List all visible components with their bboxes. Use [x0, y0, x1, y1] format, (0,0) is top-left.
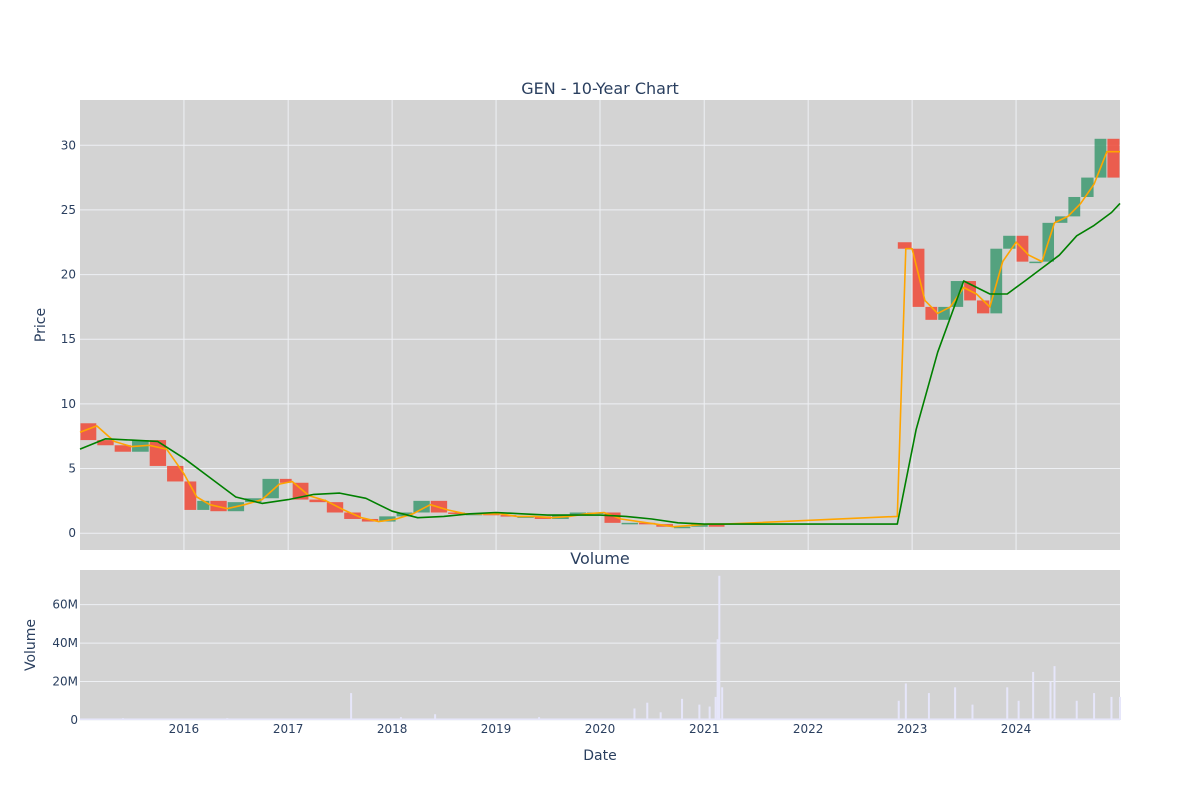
price-candle: [1107, 138, 1120, 178]
volume-bar: [633, 708, 636, 720]
price-candle: [279, 478, 292, 483]
volume-bar: [716, 639, 719, 720]
volume-bar: [927, 693, 930, 720]
volume-bar: [1110, 696, 1113, 720]
price-candle: [309, 499, 326, 503]
price-candle: [938, 306, 950, 320]
price-candle: [621, 522, 638, 525]
volume-y-tick-label: 40M: [52, 636, 78, 650]
volume-bar: [1032, 671, 1035, 720]
price-candle: [149, 440, 167, 466]
price-y-tick-label: 10: [61, 397, 76, 411]
volume-bar: [1049, 681, 1052, 720]
price-candle: [114, 445, 132, 452]
price-candle: [448, 512, 465, 514]
volume-x-tick-label: 2019: [481, 722, 512, 736]
volume-bar: [708, 706, 711, 720]
volume-bar: [897, 700, 900, 720]
volume-bars: [80, 575, 1121, 720]
volume-bar: [681, 698, 684, 720]
volume-bar: [698, 704, 701, 720]
volume-x-tick-label: 2020: [585, 722, 616, 736]
price-moving-averages: [79, 150, 1121, 528]
price-y-tick-label: 0: [68, 526, 76, 540]
volume-bar: [226, 718, 229, 720]
volume-bar: [1093, 693, 1096, 720]
price-candle: [990, 248, 1003, 314]
price-candle: [344, 512, 361, 519]
volume-bar: [646, 702, 649, 720]
volume-bar: [1017, 700, 1020, 720]
volume-bar: [350, 693, 353, 720]
price-candle: [976, 300, 990, 314]
volume-x-tick-label: 2016: [169, 722, 200, 736]
price-candle: [673, 526, 691, 529]
price-candle: [167, 465, 184, 482]
price-y-tick-label: 25: [61, 203, 76, 217]
volume-x-tick-label: 2017: [273, 722, 304, 736]
volume-bar: [971, 704, 974, 720]
volume-y-tick-labels: 0 20M 40M 60M: [52, 598, 78, 727]
volume-bar: [399, 717, 402, 720]
volume-bar: [721, 687, 724, 720]
volume-x-tick-label: 2024: [1001, 722, 1032, 736]
volume-baseline-bar: [80, 718, 1120, 720]
volume-y-tick-label: 60M: [52, 598, 78, 612]
long-moving-average-line: [79, 202, 1121, 525]
volume-x-axis-label: Date: [583, 748, 616, 764]
volume-bar: [122, 718, 125, 720]
price-candle: [1029, 261, 1042, 264]
price-candle: [245, 498, 262, 503]
volume-bar: [714, 696, 717, 720]
volume-bar: [1053, 666, 1056, 720]
price-candle: [1094, 138, 1107, 178]
volume-bar: [659, 712, 662, 720]
price-grid: [80, 100, 1120, 550]
price-candle: [326, 502, 344, 513]
price-candle: [379, 516, 396, 522]
volume-x-tick-labels: 2016 2017 2018 2019 2020 2021 2022 2023 2024: [169, 722, 1032, 736]
price-candle: [97, 440, 114, 446]
volume-y-tick-label: 20M: [52, 675, 78, 689]
price-candle: [197, 500, 210, 510]
price-candle: [569, 512, 587, 516]
price-candle: [292, 482, 309, 500]
price-candle: [708, 524, 725, 527]
price-y-tick-label: 20: [61, 268, 76, 282]
volume-bar: [1075, 700, 1078, 720]
volume-x-tick-label: 2022: [793, 722, 824, 736]
price-y-axis-label: Price: [33, 308, 49, 342]
price-candle: [184, 481, 197, 510]
volume-x-tick-label: 2021: [689, 722, 720, 736]
price-chart-title: GEN - 10-Year Chart: [521, 79, 679, 98]
volume-bar: [718, 575, 721, 720]
price-candle: [1003, 235, 1016, 249]
volume-bar: [538, 717, 541, 720]
volume-bar: [1119, 696, 1121, 720]
volume-x-tick-label: 2023: [897, 722, 928, 736]
price-y-tick-label: 5: [68, 462, 76, 476]
volume-y-tick-label: 0: [70, 713, 78, 727]
volume-bar: [1006, 687, 1009, 720]
volume-y-axis-label: Volume: [23, 619, 39, 671]
volume-chart-title: Volume: [570, 549, 630, 568]
price-candle: [604, 512, 621, 523]
price-candle: [262, 478, 279, 499]
price-y-tick-label: 30: [61, 138, 76, 152]
volume-plot-area: [80, 570, 1120, 720]
price-candle: [413, 500, 430, 513]
volume-x-tick-label: 2018: [377, 722, 408, 736]
short-moving-average-line: [79, 150, 1120, 528]
volume-bar: [434, 714, 437, 720]
price-y-tick-labels: 0 5 10 15 20 25 30: [61, 138, 76, 540]
volume-bar: [904, 683, 907, 720]
price-candle: [1068, 196, 1081, 217]
price-y-tick-label: 15: [61, 332, 76, 346]
price-candle: [925, 306, 938, 320]
volume-bar: [954, 687, 957, 720]
price-candle: [897, 242, 912, 249]
price-candle: [1081, 177, 1094, 197]
